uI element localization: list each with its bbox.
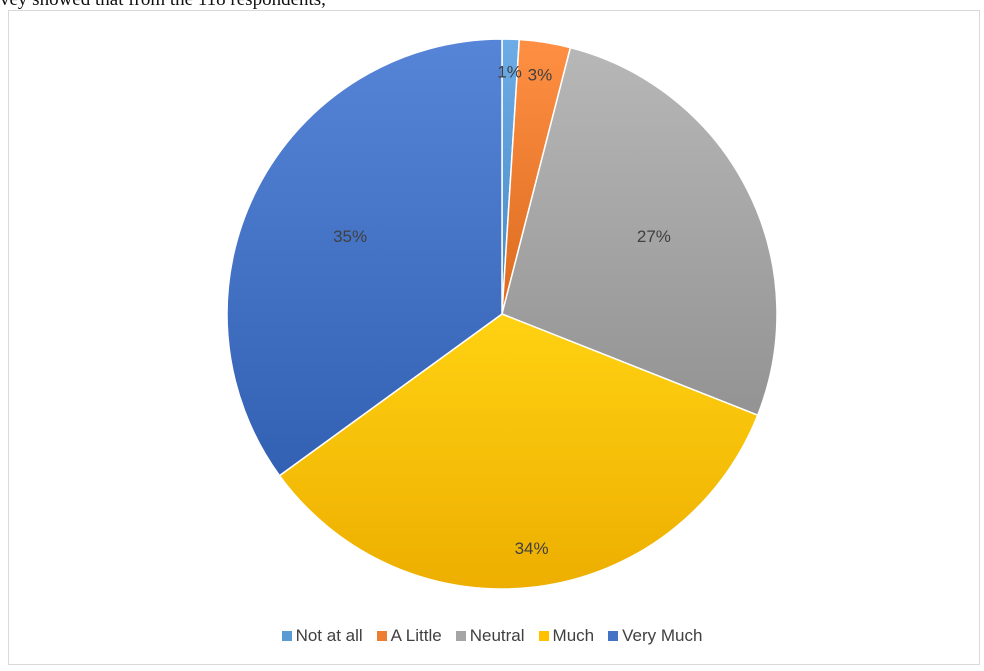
legend-label: Very Much xyxy=(622,626,703,645)
legend-swatch xyxy=(608,631,619,641)
pie-slice-much xyxy=(278,313,759,590)
legend-item-not-at-all: Not at all xyxy=(281,626,363,646)
data-label-much: 34% xyxy=(515,539,549,558)
pie-data-labels: 1% 3% 27% 34% 35% xyxy=(333,63,671,558)
data-label-very-much: 35% xyxy=(333,227,367,246)
legend-label: Neutral xyxy=(469,626,525,645)
legend-item-very-much: Very Much xyxy=(608,626,702,646)
legend-swatch xyxy=(455,631,466,641)
data-label-not-at-all: 1% xyxy=(497,63,522,82)
data-label-neutral: 27% xyxy=(637,227,671,246)
data-label-a-little: 3% xyxy=(528,66,553,85)
legend-swatch xyxy=(376,631,387,641)
chart-legend: Not at all A Little Neutral Much Very Much xyxy=(0,626,984,646)
legend-swatch xyxy=(538,631,549,641)
pie-slices xyxy=(226,38,778,590)
legend-label: Much xyxy=(552,626,595,645)
legend-item-much: Much xyxy=(538,626,595,646)
legend-label: A Little xyxy=(390,626,442,645)
legend-label: Not at all xyxy=(295,626,363,645)
legend-item-neutral: Neutral xyxy=(455,626,525,646)
legend-swatch xyxy=(281,631,292,641)
legend-item-a-little: A Little xyxy=(376,626,442,646)
pie-slice-very-much xyxy=(226,38,503,477)
pie-slice-neutral xyxy=(501,46,778,417)
document-text-above-chart: vey showed that from the 118 respondents… xyxy=(0,0,326,11)
